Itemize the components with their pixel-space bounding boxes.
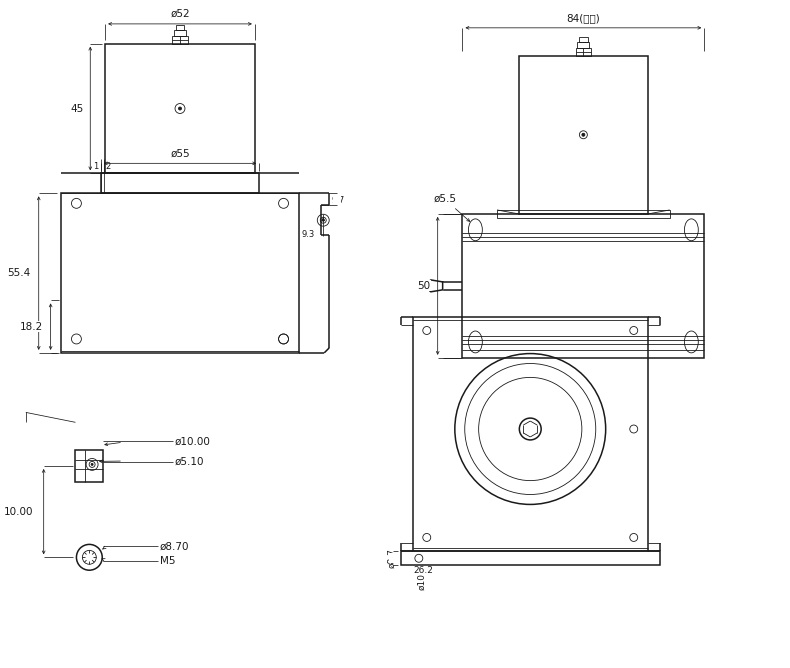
Bar: [576, 47, 591, 55]
Text: ø10.00: ø10.00: [175, 436, 211, 446]
Text: ø10: ø10: [417, 573, 427, 591]
Circle shape: [91, 464, 93, 466]
Bar: [462, 214, 704, 358]
Bar: [579, 37, 588, 41]
Bar: [172, 36, 188, 43]
Text: ø55: ø55: [170, 148, 190, 158]
Text: ø8.7: ø8.7: [387, 548, 396, 568]
Text: 1: 1: [92, 162, 98, 171]
Text: 18.2: 18.2: [20, 322, 43, 332]
Polygon shape: [425, 280, 442, 292]
Text: M5: M5: [160, 556, 175, 566]
Bar: [61, 194, 299, 353]
Bar: [176, 25, 184, 30]
Bar: [497, 210, 670, 218]
Text: 10.00: 10.00: [4, 506, 34, 516]
Text: 9.7: 9.7: [331, 196, 344, 205]
Bar: [577, 41, 589, 47]
Text: 2: 2: [106, 162, 111, 171]
Text: 55.4: 55.4: [8, 268, 31, 278]
Text: 84(可调): 84(可调): [566, 13, 600, 23]
Text: ø5.5: ø5.5: [433, 194, 470, 221]
Circle shape: [582, 134, 585, 136]
Bar: [401, 551, 660, 565]
Text: 45: 45: [70, 104, 83, 114]
Text: 26.2: 26.2: [413, 566, 434, 575]
Text: ø5.10: ø5.10: [175, 457, 204, 467]
Text: 9.3: 9.3: [302, 230, 315, 239]
Circle shape: [179, 107, 182, 110]
Text: ø52: ø52: [170, 9, 190, 19]
Bar: [413, 317, 648, 551]
Bar: [101, 173, 259, 194]
Bar: [518, 55, 648, 214]
Bar: [174, 30, 186, 36]
Text: ø8.70: ø8.70: [160, 541, 190, 551]
Text: 50: 50: [418, 281, 431, 291]
Circle shape: [322, 219, 324, 221]
Bar: [75, 450, 103, 482]
Bar: [105, 43, 255, 173]
